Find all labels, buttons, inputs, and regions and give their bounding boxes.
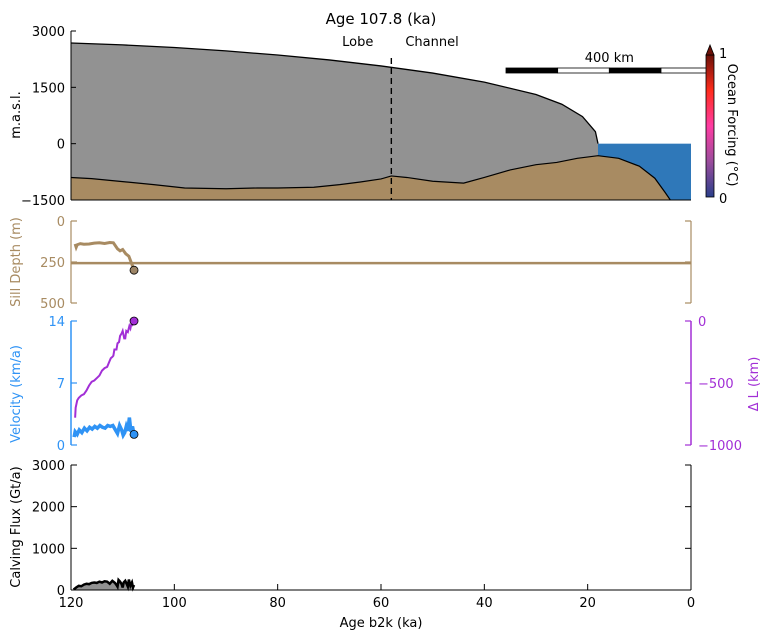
scale-bar-segment [608,67,662,74]
y-tick-label: 0 [57,215,65,230]
x-tick-label: 100 [162,596,187,611]
channel-label: Channel [405,35,458,50]
y-tick-label: 7 [57,377,65,392]
y-axis-label: Calving Flux (Gt/a) [9,466,24,587]
x-tick-label: 80 [269,596,286,611]
colorbar-min-label: 0 [719,192,727,207]
colorbar [705,54,715,198]
y-tick-label: 3000 [32,25,65,40]
right-tick-label: −1000 [698,439,742,454]
ice-sheet [71,43,598,200]
chart-title: Age 107.8 (ka) [326,10,437,28]
y-axis-label: Sill Depth (m) [9,217,24,307]
delta-l-endpoint [129,316,139,326]
y-tick-label: 1500 [32,81,65,96]
x-axis-label: Age b2k (ka) [340,616,423,631]
calving-flux-panel: 0 1000 2000 3000 120 100 80 60 40 20 0 Calving Flux… [9,459,695,631]
y-tick-label: 0 [57,584,65,599]
right-tick-label: 0 [698,315,706,330]
lobe-label: Lobe [342,35,373,50]
colorbar-label: Ocean Forcing (°C) [724,64,739,187]
scale-bar-segment [557,67,610,74]
y-tick-label: 500 [40,297,65,312]
ice-profile-panel: Lobe Channel 400 km 3000 1500 0 −1500 m.a.s.l. 1… [9,25,739,209]
y-tick-label: 0 [57,138,65,153]
scale-bar-segment [660,67,714,74]
bedrock-line [70,155,671,201]
x-tick-label: 120 [59,596,84,611]
right-axis-label: Δ L (km) [747,357,762,412]
y-tick-label: 3000 [32,459,65,474]
x-tick-label: 20 [579,596,596,611]
scale-bar-label: 400 km [585,51,634,66]
ice-surface-line [70,42,599,144]
scale-bar-segment [505,67,559,74]
calving-flux-line [72,577,136,592]
sill-depth-endpoint [129,265,139,275]
sill-depth-line [73,240,136,271]
y-tick-label: 250 [40,256,65,271]
y-axis-label: m.a.s.l. [9,91,24,139]
x-tick-label: 0 [687,596,695,611]
y-tick-label: 2000 [32,501,65,516]
velocity-line [72,417,136,440]
delta-l-line [74,320,135,418]
velocity-panel: 0 7 14 −1000 −500 0 Velocity (km/a) Δ L (km) [9,315,762,454]
y-axis-label: Velocity (km/a) [9,345,24,443]
velocity-endpoint [129,429,139,439]
right-tick-label: −500 [698,377,734,392]
y-tick-label: 14 [48,315,65,330]
colorbar-max-label: 1 [719,47,727,62]
sill-depth-panel: 0 250 500 Sill Depth (m) [9,215,692,312]
y-tick-label: 1000 [32,542,65,557]
y-tick-label: −1500 [21,194,65,209]
y-tick-label: 0 [57,439,65,454]
colorbar-extend-arrow [705,43,715,56]
x-tick-label: 60 [373,596,390,611]
x-tick-label: 40 [476,596,493,611]
